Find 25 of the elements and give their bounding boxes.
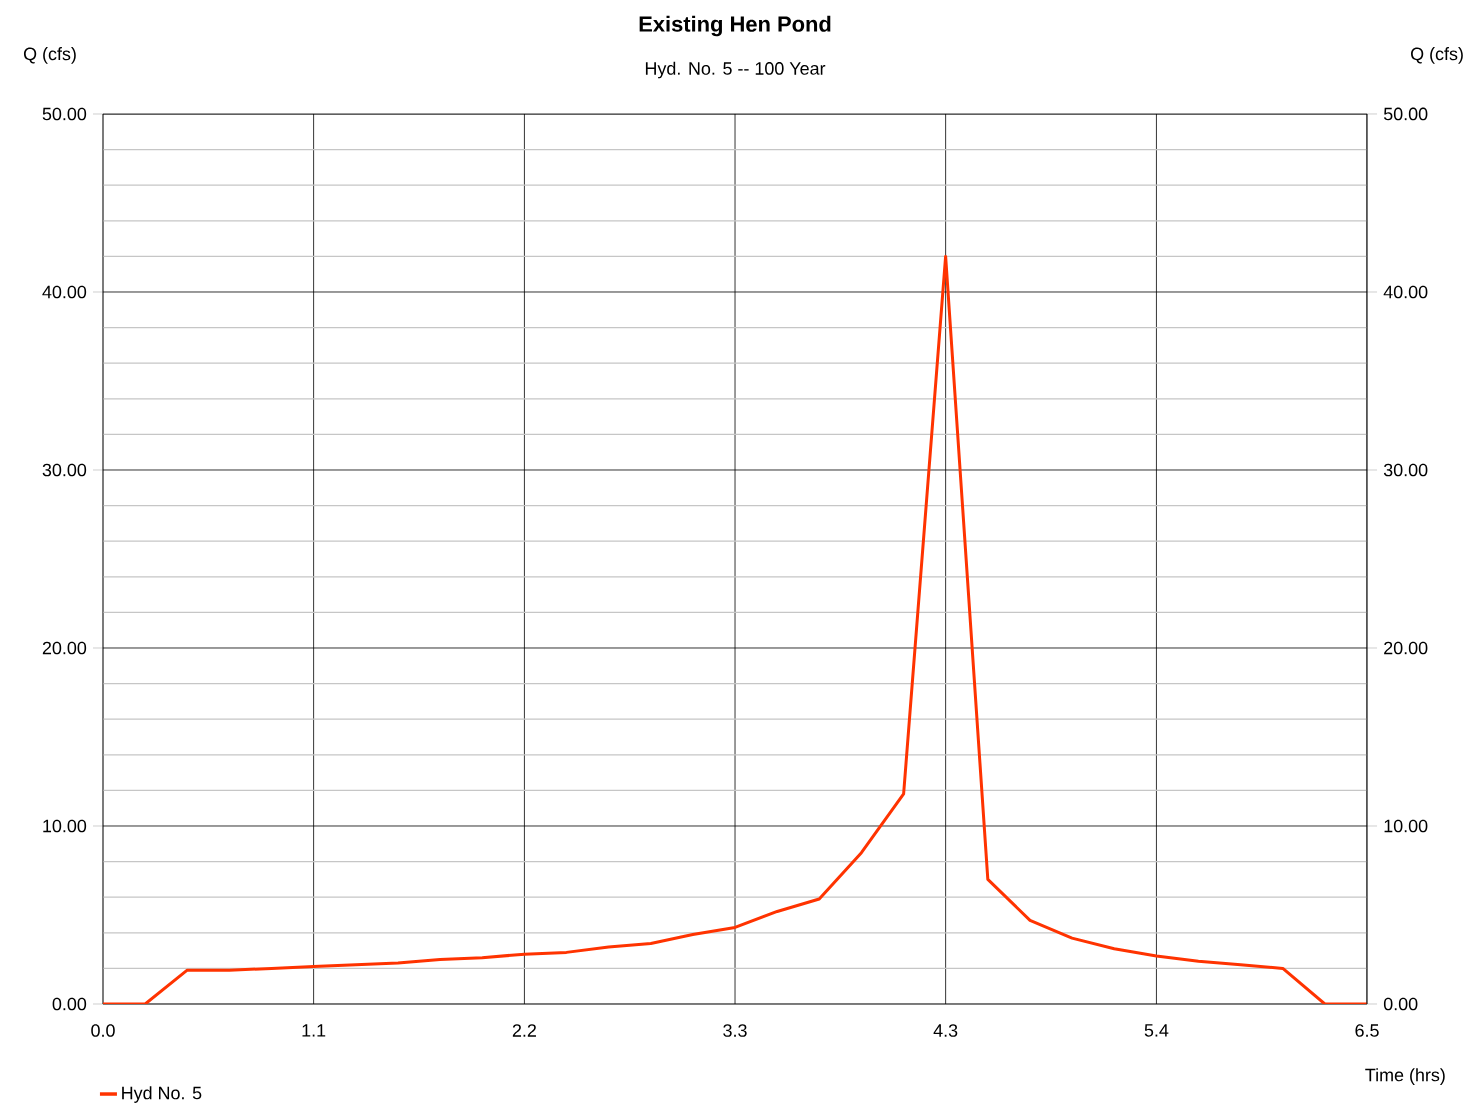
y-tick-label: 40.00 xyxy=(42,285,87,299)
chart-title: Existing Hen Pond xyxy=(639,15,831,37)
y2-tick-label: 40.00 xyxy=(1383,285,1428,299)
y2-tick-label: 0.00 xyxy=(1383,997,1418,1011)
x-axis-title: Time (hrs) xyxy=(1365,1068,1445,1085)
y2-tick-label: 10.00 xyxy=(1384,819,1428,833)
y2-axis-title: Q (cfs) xyxy=(1411,47,1463,64)
y2-tick-label: 30.00 xyxy=(1383,463,1428,477)
y-tick-label: 50.00 xyxy=(42,107,87,121)
chart-subtitle: Hyd. No. 5 -- 100 Year xyxy=(645,61,826,79)
x-tick-label: 1.1 xyxy=(302,1024,326,1037)
x-tick-label: 5.4 xyxy=(1144,1024,1169,1037)
x-tick-label: 4.3 xyxy=(933,1024,958,1037)
x-tick-label: 3.3 xyxy=(723,1024,747,1037)
y-tick-label: 10.00 xyxy=(43,819,87,833)
legend-label: Hyd No. 5 xyxy=(122,1086,202,1103)
x-tick-label: 6.5 xyxy=(1355,1024,1379,1037)
y2-tick-label: 20.00 xyxy=(1384,641,1428,655)
y-tick-label: 0.00 xyxy=(52,997,87,1011)
x-tick-label: 2.2 xyxy=(512,1024,536,1037)
y-tick-label: 30.00 xyxy=(42,463,87,477)
y-axis-title: Q (cfs) xyxy=(23,47,76,64)
x-tick-label: 0.0 xyxy=(91,1024,115,1037)
y-tick-label: 20.00 xyxy=(42,641,87,655)
y2-tick-label: 50.00 xyxy=(1383,107,1428,121)
